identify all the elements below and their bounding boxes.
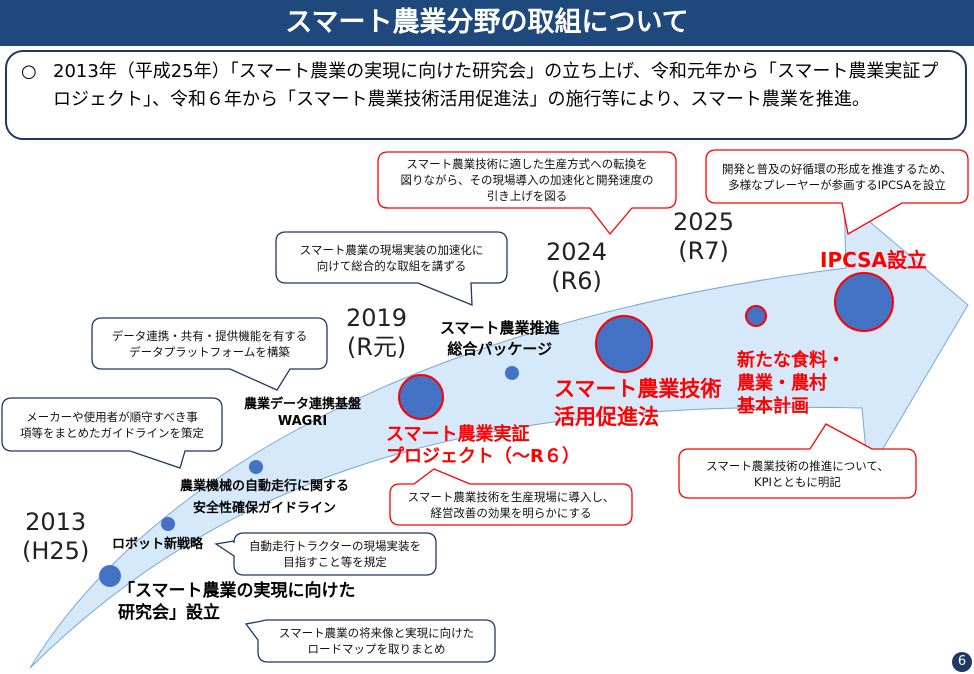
milestone-dot-guideline [249, 460, 263, 474]
callout-maker: メーカーや使用者が順守すべき事 項等をまとめたガイドラインを策定 [20, 409, 204, 440]
callout-tractor-shape [214, 532, 437, 576]
callout-maker-shape [1, 397, 223, 469]
timeline-arrow [29, 198, 969, 669]
callout-keikaku: スマート農業技術の推進について、 KPIとともに明記 [706, 458, 889, 489]
milestone-circle-sokushin [595, 315, 653, 373]
callout-tractor: 自動走行トラクターの現場実装を 目指すこと等を規定 [248, 539, 422, 569]
summary-text: 2013年（平成25年）「スマート農業の実現に向けた研究会」の立ち上げ、令和元年… [53, 61, 939, 110]
callout-sokushin: スマート農業技術に適した生産方式への転換を 図りながら、その現場導入の加速化と開発… [400, 157, 654, 203]
page-title: スマート農業分野の取組について [0, 0, 974, 46]
year-label-2025: 2025 (R7) [673, 208, 735, 265]
milestone-robot: ロボット新戦略 [112, 537, 204, 552]
callout-platform: データ連携・共有・提供機能を有する データプラットフォームを構築 [111, 328, 308, 359]
milestone-circle-keikaku [745, 305, 767, 327]
year-label-2013: 2013 (H25) [22, 508, 90, 565]
callout-roadmap-shape [244, 619, 496, 663]
callout-jissho: スマート農業技術を生産現場に導入し、 経営改善の効果を明らかにする [407, 489, 615, 520]
callout-ipcsa: 開発と普及の好循環の形成を推進するため、 多様なプレーヤーが参画するIPCSAを設… [722, 161, 952, 192]
milestone-guideline: 農業機械の自動走行に関する 安全性確保ガイドライン [180, 479, 350, 516]
milestone-dot-robot [161, 517, 175, 531]
callout-roadmap: スマート農業の将来像と実現に向けた ロードマップを取りまとめ [278, 626, 475, 656]
milestone-sokushin: スマート農業技術 活用促進法 [554, 377, 722, 429]
callout-sokushin-shape [377, 151, 677, 236]
year-label-2019: 2019 (R元) [346, 304, 408, 361]
callout-jissho-shape [389, 468, 633, 526]
callout-platform-shape [91, 317, 328, 391]
milestone-kenkyukai: 「スマート農業の実現に向けた 研究会」設立 [118, 581, 356, 623]
callout-keikaku-shape [678, 423, 917, 499]
milestone-circle-ipcsa [834, 272, 894, 332]
milestone-package: スマート農業推進 総合パッケージ [440, 319, 560, 358]
milestone-dot-package [505, 366, 519, 380]
year-label-2024: 2024 (R6) [546, 238, 608, 295]
callout-package: スマート農業の現場実装の加速化に 向けて総合的な取組を講ずる [299, 242, 484, 273]
summary-box: ○ 2013年（平成25年）「スマート農業の実現に向けた研究会」の立ち上げ、令和… [5, 50, 967, 140]
page-number: 6 [952, 652, 972, 672]
milestone-ipcsa: IPCSA設立 [820, 248, 928, 272]
milestone-keikaku: 新たな食料・ 農業・農村 基本計画 [737, 350, 845, 417]
bullet-circle: ○ [21, 61, 37, 82]
milestone-jissho: スマート農業実証 プロジェクト（～R６） [386, 424, 580, 467]
milestone-circle-jissho [398, 374, 444, 420]
milestone-dot-2013 [99, 565, 121, 587]
milestone-wagri: 農業データ連携基盤 WAGRI [244, 397, 362, 429]
callout-package-shape [275, 231, 508, 306]
callout-ipcsa-shape [705, 149, 969, 236]
